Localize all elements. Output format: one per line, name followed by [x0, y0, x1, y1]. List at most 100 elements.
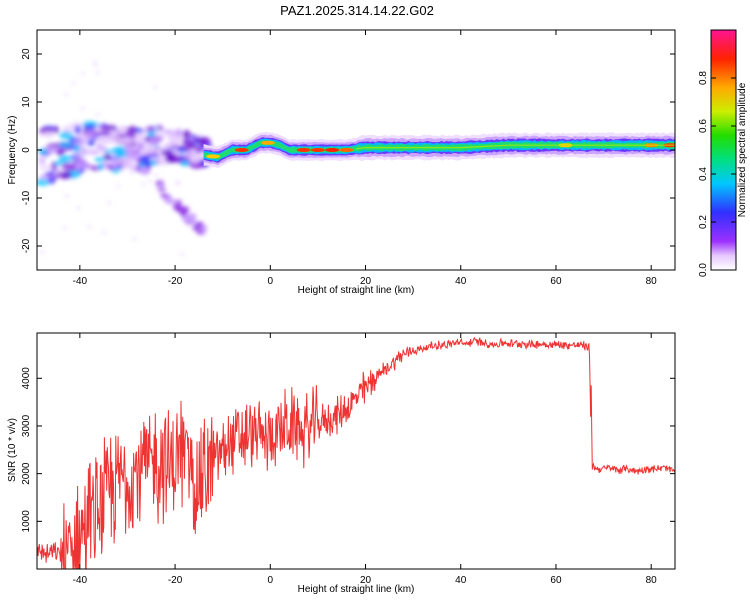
x-tick-label: 0 [268, 276, 274, 287]
heat-blob [81, 71, 86, 75]
spectrogram-x-axis: -40 -20 0 20 40 60 80 [73, 30, 657, 287]
heat-blob [122, 161, 138, 169]
heat-blob [182, 215, 191, 223]
colorbar-tick-label: 0.2 [698, 215, 709, 229]
heat-blob [147, 137, 161, 146]
heat-blob [198, 224, 208, 232]
y-tick-label: 10 [21, 96, 32, 108]
colorbar-label: Normalized spectral amplitude [737, 82, 748, 217]
heat-blob [58, 142, 73, 148]
heat-blob [43, 130, 52, 136]
x-tick-label: -40 [73, 276, 88, 287]
heat-blob [175, 128, 183, 136]
heat-blob [110, 159, 119, 169]
heat-blob [58, 154, 71, 164]
heat-blob [148, 179, 153, 183]
heat-blob [95, 71, 100, 75]
heat-blob [72, 152, 81, 160]
heat-blob [38, 148, 48, 155]
heat-blob [136, 142, 144, 152]
snr-series-line [37, 336, 675, 569]
y-tick-label: 4000 [21, 367, 32, 390]
x-tick-label: -20 [168, 276, 183, 287]
colorbar-tick-label: 0.4 [698, 167, 709, 181]
heat-blob [158, 183, 165, 189]
spectrogram-y-label: Frequency (Hz) [7, 116, 18, 185]
heat-blob [168, 198, 177, 205]
spectrogram-heatmap [37, 60, 675, 256]
snr-x-label: Height of straight line (km) [298, 584, 415, 595]
heat-blob [189, 157, 201, 164]
heat-core-line [355, 144, 675, 150]
heat-blob [83, 124, 97, 131]
heat-blob [108, 134, 122, 144]
heat-blob [97, 163, 105, 171]
x-tick-label: 40 [455, 575, 467, 586]
heat-blob [80, 107, 85, 111]
heat-blob [38, 164, 54, 171]
heat-blob [107, 201, 112, 205]
heat-blob [176, 147, 185, 153]
heat-blob [37, 155, 48, 161]
spectrogram-x-label: Height of straight line (km) [298, 285, 415, 296]
y-tick-label: 1000 [21, 510, 32, 533]
heat-blob [180, 252, 185, 256]
snr-y-axis: 1000 2000 3000 4000 [21, 367, 675, 533]
heat-blob [69, 160, 74, 164]
heat-blob [76, 206, 81, 210]
heat-blob [153, 173, 158, 177]
heat-hotspot [296, 148, 311, 152]
heat-blob [180, 159, 191, 167]
spectrogram-panel: -40 -20 0 20 40 60 80 -20 -10 0 10 20 Height of st… [7, 29, 676, 296]
heat-blob [146, 130, 155, 138]
heat-blob [53, 161, 63, 166]
x-tick-label: 40 [455, 276, 467, 287]
heat-blob [194, 147, 202, 155]
heat-hotspot [310, 148, 325, 152]
heat-blob [195, 138, 208, 143]
heat-blob [59, 131, 74, 140]
heat-blob [116, 184, 121, 188]
heat-blob [57, 171, 73, 179]
heat-blob [100, 146, 108, 151]
heat-blob [86, 225, 91, 229]
heat-blob [40, 250, 45, 254]
heat-blob [153, 86, 158, 90]
heat-blob [162, 143, 173, 148]
heat-blob [79, 135, 84, 139]
x-tick-label: 60 [550, 575, 562, 586]
heat-blob [133, 237, 138, 241]
heat-blob [39, 174, 49, 180]
snr-y-label: SNR (10 * v/v) [7, 418, 18, 482]
heat-hotspot [325, 148, 340, 152]
heat-blob [139, 168, 150, 175]
heat-blob [47, 176, 56, 185]
heat-blob [134, 127, 145, 134]
x-tick-label: 0 [268, 575, 274, 586]
colorbar-ticks: 0.0 0.2 0.4 0.6 0.8 [698, 71, 736, 277]
heat-blob [143, 157, 151, 167]
heat-blob [92, 60, 97, 64]
heat-blob [77, 148, 93, 156]
x-tick-label: 20 [360, 276, 372, 287]
heat-blob [94, 156, 107, 162]
heat-blob [74, 159, 87, 169]
heat-blob [129, 171, 134, 175]
heat-blob [78, 123, 83, 127]
heat-hotspot [234, 148, 249, 152]
heat-blob [187, 136, 196, 142]
heat-hotspot [206, 154, 221, 159]
heat-blob [64, 92, 69, 96]
heat-blob [95, 112, 100, 116]
snr-x-axis: -40 -20 0 20 40 60 80 [73, 333, 657, 586]
heat-blob [87, 138, 95, 147]
heat-blob [120, 168, 125, 172]
heat-blob [145, 125, 150, 129]
heat-blob [37, 178, 50, 186]
heat-blob [65, 194, 70, 198]
x-tick-label: 20 [360, 575, 372, 586]
heat-blob [62, 226, 67, 230]
heat-blob [124, 150, 136, 158]
y-tick-label: -20 [21, 238, 32, 253]
